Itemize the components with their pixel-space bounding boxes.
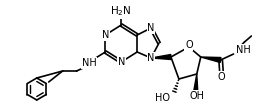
Text: N: N — [102, 30, 109, 40]
Text: NH: NH — [235, 45, 250, 55]
Text: N: N — [147, 53, 155, 63]
Polygon shape — [194, 74, 198, 91]
Text: HO: HO — [155, 93, 170, 103]
Text: OH: OH — [189, 91, 204, 101]
Polygon shape — [201, 57, 221, 62]
Polygon shape — [151, 55, 171, 59]
Text: N: N — [118, 57, 125, 67]
Text: H$_2$N: H$_2$N — [110, 4, 132, 18]
Text: O: O — [185, 40, 193, 50]
Text: N: N — [147, 23, 155, 33]
Text: NH: NH — [82, 58, 97, 68]
Text: O: O — [218, 72, 226, 82]
